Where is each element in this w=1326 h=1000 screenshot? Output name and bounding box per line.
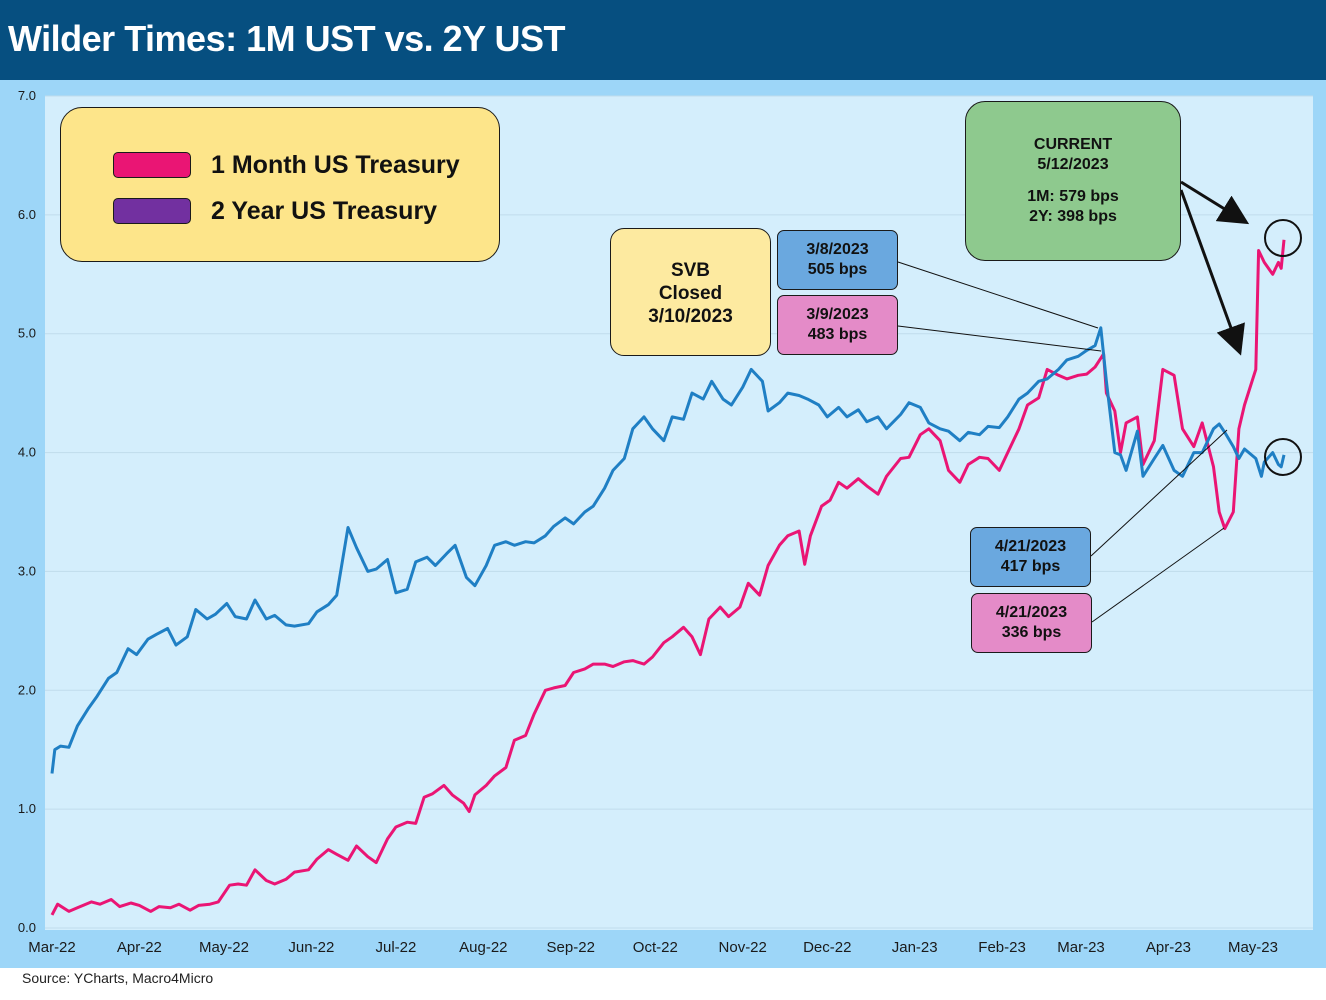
x-tick-label: Apr-22 [117,939,162,956]
y-tick-label: 6.0 [18,207,36,222]
x-tick-label: Mar-23 [1057,939,1105,956]
annotation-apr21-blue-date: 4/21/2023 [994,538,1067,555]
current-line3: 1M: 579 bps [1027,188,1119,205]
y-tick-label: 1.0 [18,801,36,816]
x-tick-label: Dec-22 [803,939,851,956]
svb-line2: Closed [658,283,723,304]
current-line2: 5/12/2023 [1037,156,1109,173]
x-tick-label: Jan-23 [892,939,938,956]
x-tick-label: Jul-22 [376,939,417,956]
legend-swatch-2y [113,198,191,224]
current-line1: CURRENT [1033,136,1113,153]
legend-label-1m: 1 Month US Treasury [211,150,460,179]
x-tick-label: Mar-22 [28,939,76,956]
x-tick-label: Sep-22 [547,939,595,956]
legend-label-2y: 2 Year US Treasury [211,196,438,225]
highlight-circle-1m [1264,219,1302,257]
annotation-mar9: 3/9/2023 483 bps [777,295,898,355]
x-tick-label: Nov-22 [719,939,767,956]
svb-line1: SVB [670,260,711,281]
current-annotation: CURRENT 5/12/2023 1M: 579 bps 2Y: 398 bp… [965,101,1181,261]
annotation-apr21-blue-value: 417 bps [1000,558,1061,575]
annotation-mar8: 3/8/2023 505 bps [777,230,898,290]
legend-item-1m: 1 Month US Treasury [113,150,460,180]
y-tick-label: 2.0 [18,682,36,697]
series-line-2y [50,326,1286,774]
arrow-current-1m [1180,180,1250,225]
annotation-apr21-pink: 4/21/2023 336 bps [971,593,1092,653]
y-tick-label: 7.0 [18,88,36,103]
x-tick-label: May-23 [1228,939,1278,956]
legend: 1 Month US Treasury 2 Year US Treasury [60,107,500,262]
x-tick-label: May-22 [199,939,249,956]
annotation-mar8-date: 3/8/2023 [806,241,869,258]
annotation-apr21-pink-value: 336 bps [1001,624,1062,641]
leader-apr21-blue [1090,429,1228,557]
svb-annotation: SVB Closed 3/10/2023 [610,228,771,356]
x-axis: Mar-22 Apr-22 May-22 Jun-22 Jul-22 Aug-22 Sep-… [28,939,1278,956]
y-tick-label: 3.0 [18,563,36,578]
y-tick-label: 5.0 [18,326,36,341]
highlight-circle-2y [1264,438,1302,476]
leader-mar8 [897,261,1099,329]
annotation-leaders [897,180,1302,623]
legend-swatch-1m [113,152,191,178]
arrow-current-2y [1179,189,1245,356]
title-bar: Wilder Times: 1M UST vs. 2Y UST [0,0,1326,80]
annotation-mar8-value: 505 bps [807,261,868,278]
x-tick-label: Apr-23 [1146,939,1191,956]
annotation-mar9-date: 3/9/2023 [806,306,869,323]
svb-line3: 3/10/2023 [648,306,733,327]
source-note: Source: YCharts, Macro4Micro [22,970,214,986]
leader-mar9 [897,325,1102,352]
x-tick-label: Aug-22 [459,939,507,956]
x-tick-label: Oct-22 [633,939,678,956]
current-line4: 2Y: 398 bps [1029,208,1117,225]
annotation-mar9-value: 483 bps [807,326,868,343]
y-axis: 0.0 1.0 2.0 3.0 4.0 5.0 6.0 7.0 [18,88,36,935]
leader-apr21-pink [1091,527,1225,623]
annotation-apr21-blue: 4/21/2023 417 bps [970,527,1091,587]
chart-title: Wilder Times: 1M UST vs. 2Y UST [8,18,566,59]
x-tick-label: Jun-22 [288,939,334,956]
series-lines [50,239,1286,916]
y-tick-label: 4.0 [18,445,36,460]
legend-item-2y: 2 Year US Treasury [113,196,437,226]
x-tick-label: Feb-23 [978,939,1026,956]
y-tick-label: 0.0 [18,920,36,935]
annotation-apr21-pink-date: 4/21/2023 [995,604,1068,621]
series-line-1m [50,239,1286,916]
